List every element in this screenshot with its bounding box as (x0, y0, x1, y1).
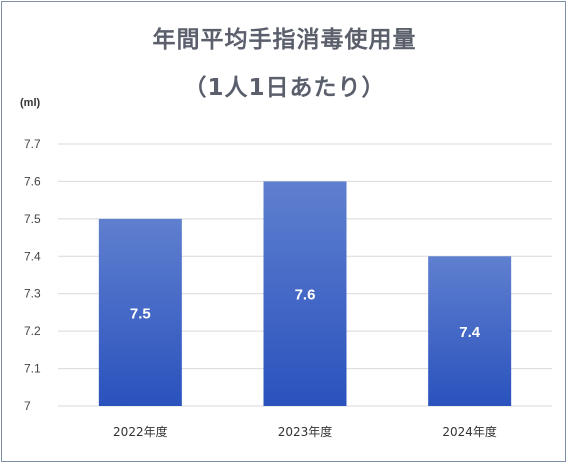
data-label: 7.4 (459, 324, 481, 341)
y-tick-label: 7.2 (24, 324, 41, 338)
x-category-label: 2024年度 (442, 424, 497, 439)
y-tick-label: 7.4 (24, 249, 41, 263)
y-tick-label: 7 (24, 399, 31, 413)
x-category-label: 2023年度 (278, 424, 333, 439)
data-label: 7.6 (295, 287, 316, 304)
bar (428, 256, 512, 406)
chart-subtitle: （1人1日あたり） (183, 75, 386, 101)
y-tick-label: 7.3 (24, 287, 41, 301)
y-tick-label: 7.1 (24, 362, 41, 376)
x-category-label: 2022年度 (113, 424, 168, 439)
data-label: 7.5 (130, 305, 151, 322)
y-axis-unit-label: (ml) (20, 97, 41, 109)
bar (98, 218, 182, 406)
bar (263, 181, 347, 406)
y-tick-label: 7.7 (24, 137, 41, 151)
y-tick-label: 7.6 (24, 174, 41, 188)
chart-title: 年間平均手指消毒使用量 (152, 27, 417, 53)
y-tick-label: 7.5 (24, 212, 41, 226)
